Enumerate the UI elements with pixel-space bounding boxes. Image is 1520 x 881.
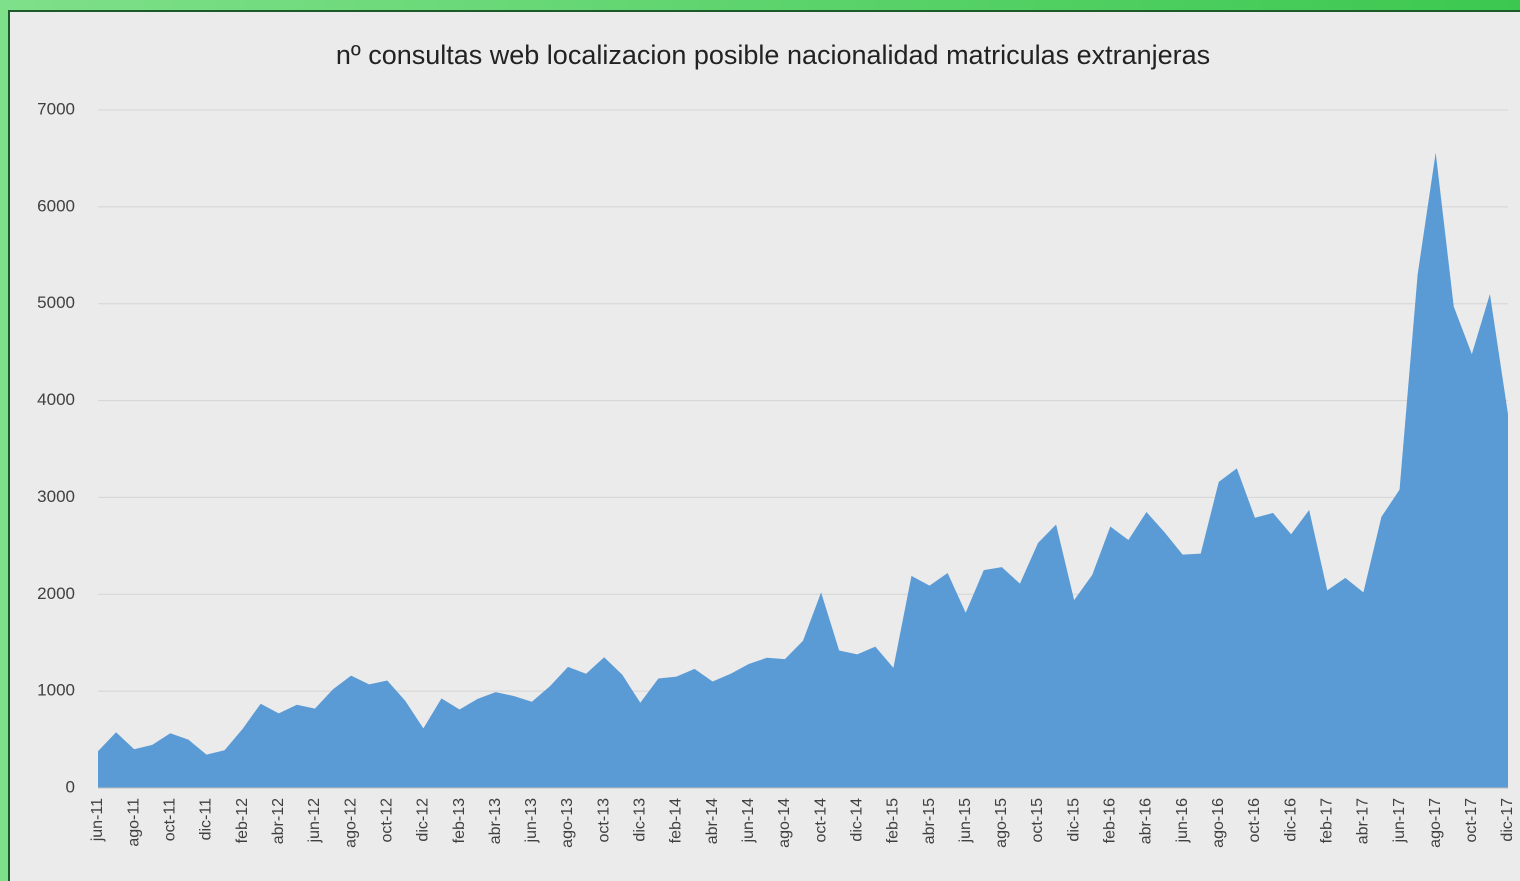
x-tick-label: ago-11 <box>125 798 142 847</box>
x-tick-label: abr-13 <box>487 798 504 844</box>
x-tick-label: jun-16 <box>1174 798 1191 844</box>
x-tick-label: dic-17 <box>1499 798 1516 842</box>
x-tick-label: oct-13 <box>595 798 612 843</box>
x-tick-label: dic-11 <box>198 798 215 840</box>
x-tick-label: oct-15 <box>1029 798 1046 843</box>
y-tick-label: 1000 <box>37 681 75 700</box>
x-tick-label: ago-17 <box>1427 798 1444 848</box>
y-tick-label: 0 <box>66 777 75 796</box>
chart-title: nº consultas web localizacion posible na… <box>336 40 1210 70</box>
x-tick-label: ago-12 <box>342 798 359 848</box>
x-tick-label: jun-15 <box>957 798 974 844</box>
x-tick-label: ago-15 <box>993 798 1010 848</box>
x-tick-label: feb-15 <box>885 798 902 843</box>
x-tick-label: jun-17 <box>1391 798 1408 844</box>
x-tick-label: ago-14 <box>776 798 793 848</box>
area <box>98 152 1508 789</box>
x-tick-label: jun-11 <box>89 798 106 842</box>
x-tick-label: oct-11 <box>162 798 179 841</box>
x-tick-label: oct-14 <box>812 798 829 843</box>
x-tick-label: jun-14 <box>740 798 757 844</box>
x-tick-label: dic-16 <box>1282 798 1299 842</box>
x-tick-label: dic-13 <box>632 798 649 842</box>
x-tick-label: oct-17 <box>1463 798 1480 843</box>
x-tick-label: abr-16 <box>1138 798 1155 844</box>
x-tick-label: feb-16 <box>1102 798 1119 843</box>
y-tick-label: 4000 <box>37 390 75 409</box>
x-tick-label: abr-17 <box>1355 798 1372 844</box>
x-tick-label: jun-12 <box>306 798 323 844</box>
y-tick-label: 6000 <box>37 196 75 215</box>
x-tick-label: dic-12 <box>415 798 432 842</box>
x-tick-label: abr-14 <box>704 798 721 844</box>
x-tick-label: feb-17 <box>1318 798 1335 843</box>
x-tick-label: feb-14 <box>668 798 685 843</box>
x-tick-label: dic-14 <box>848 798 865 842</box>
x-tick-label: abr-12 <box>270 798 287 844</box>
x-tick-label: oct-12 <box>378 798 395 843</box>
x-tick-label: feb-12 <box>234 798 251 843</box>
y-tick-label: 7000 <box>37 99 75 118</box>
x-tick-label: dic-15 <box>1065 798 1082 842</box>
y-tick-label: 3000 <box>37 487 75 506</box>
y-tick-label: 5000 <box>37 293 75 312</box>
y-tick-label: 2000 <box>37 584 75 603</box>
x-tick-label: oct-16 <box>1246 798 1263 843</box>
x-tick-label: ago-13 <box>559 798 576 848</box>
x-tick-label: feb-13 <box>451 798 468 843</box>
x-tick-label: ago-16 <box>1210 798 1227 848</box>
x-tick-label: abr-15 <box>921 798 938 844</box>
x-tick-label: jun-13 <box>523 798 540 844</box>
